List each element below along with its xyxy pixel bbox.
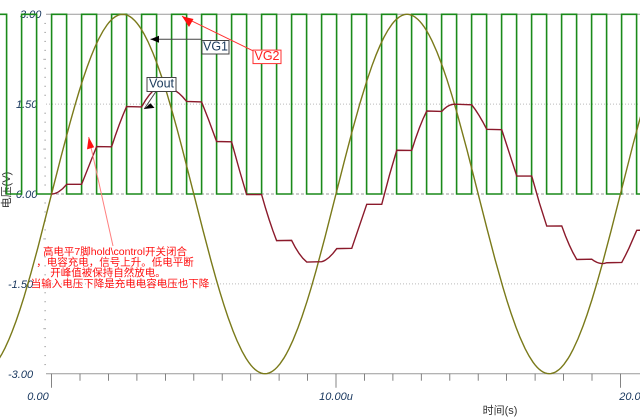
svg-text:Vout: Vout bbox=[149, 77, 175, 91]
svg-text:VG1: VG1 bbox=[203, 39, 228, 53]
svg-text:1.50: 1.50 bbox=[16, 99, 38, 111]
svg-text:时间(s): 时间(s) bbox=[483, 404, 518, 417]
svg-text:VG2: VG2 bbox=[254, 49, 279, 63]
svg-text:0.00: 0.00 bbox=[16, 189, 38, 201]
svg-text:0.00: 0.00 bbox=[27, 391, 49, 403]
svg-text:当输入电压下降是充电电容电压也下降: 当输入电压下降是充电电容电压也下降 bbox=[31, 277, 210, 290]
svg-text:20.00: 20.00 bbox=[618, 391, 640, 403]
svg-text:-3.00: -3.00 bbox=[8, 369, 34, 381]
svg-text:10.00u: 10.00u bbox=[319, 391, 353, 403]
